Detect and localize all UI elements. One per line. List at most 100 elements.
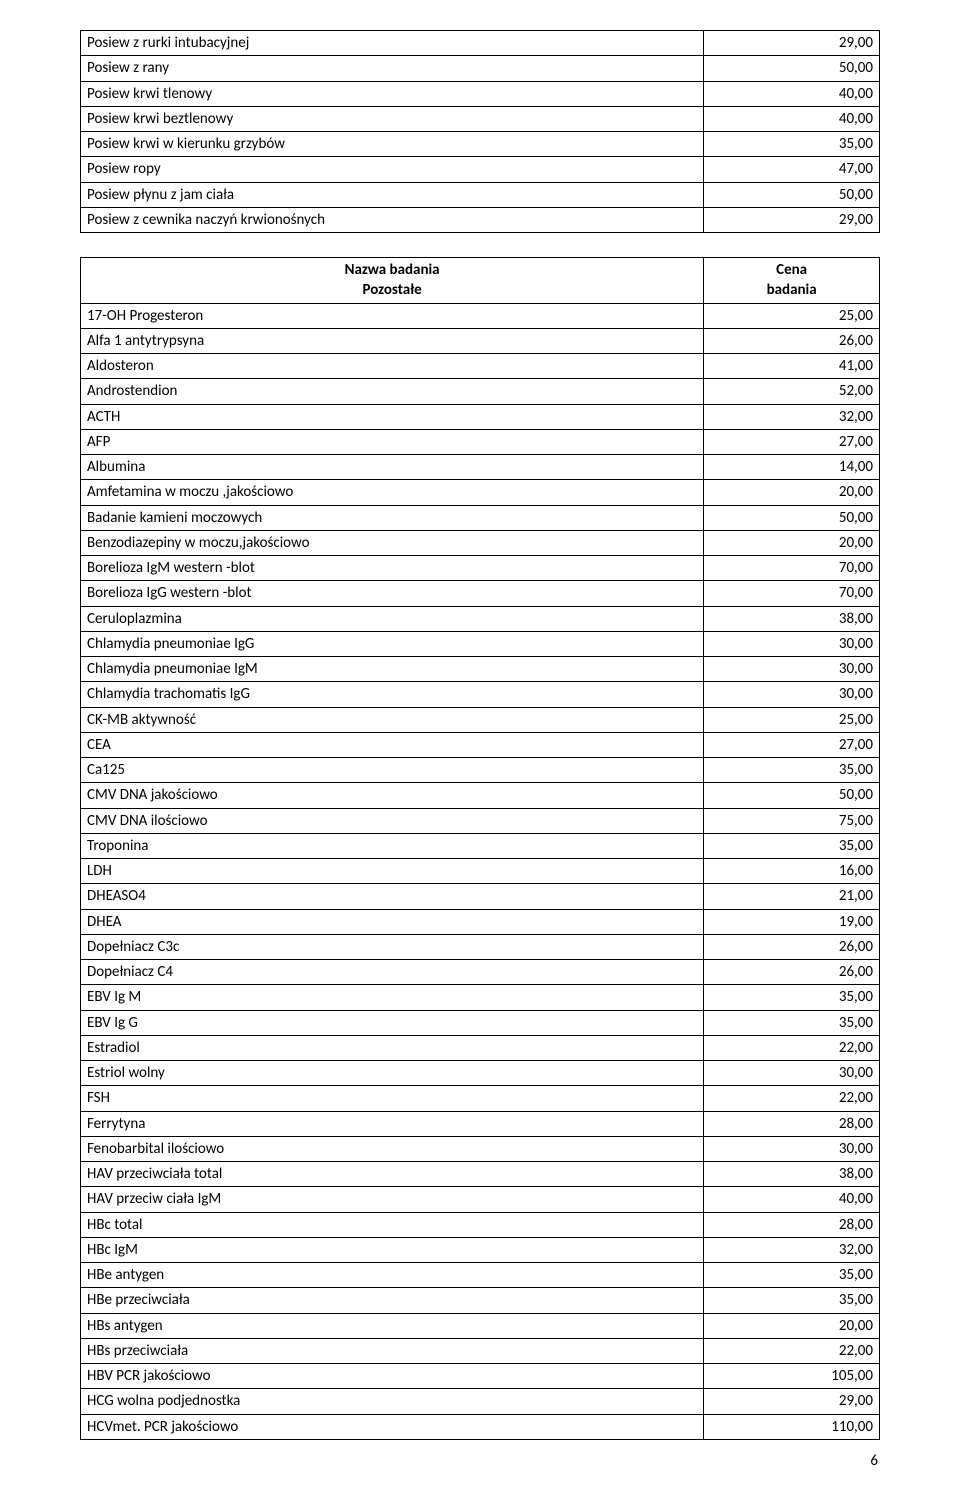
cell-value: 75,00 (704, 808, 880, 833)
cell-value: 20,00 (704, 530, 880, 555)
table-row: CK-MB aktywność25,00 (81, 707, 880, 732)
cell-name: HAV przeciwciała total (81, 1162, 704, 1187)
cell-name: Chlamydia pneumoniae IgG (81, 631, 704, 656)
table-row: HCG wolna podjednostka29,00 (81, 1389, 880, 1414)
page-number: 6 (80, 1452, 880, 1470)
table-row: AFP27,00 (81, 429, 880, 454)
cell-value: 35,00 (704, 758, 880, 783)
cell-name: HBV PCR jakościowo (81, 1364, 704, 1389)
table-row: Amfetamina w moczu ,jakościowo20,00 (81, 480, 880, 505)
table-row: Ferrytyna28,00 (81, 1111, 880, 1136)
cell-value: 105,00 (704, 1364, 880, 1389)
cell-value: 35,00 (704, 1263, 880, 1288)
cell-name: HBs antygen (81, 1313, 704, 1338)
cell-value: 20,00 (704, 480, 880, 505)
table-row: HBe antygen35,00 (81, 1263, 880, 1288)
cell-name: Ca125 (81, 758, 704, 783)
cell-value: 110,00 (704, 1414, 880, 1439)
cell-name: Amfetamina w moczu ,jakościowo (81, 480, 704, 505)
table-row: Ceruloplazmina38,00 (81, 606, 880, 631)
table-row: Dopełniacz C426,00 (81, 960, 880, 985)
cell-name: Posiew ropy (81, 157, 704, 182)
cell-value: 50,00 (704, 56, 880, 81)
table-row: CEA27,00 (81, 732, 880, 757)
cell-name: Chlamydia pneumoniae IgM (81, 657, 704, 682)
table-row: EBV Ig M35,00 (81, 985, 880, 1010)
table-row: HCVmet. PCR jakościowo110,00 (81, 1414, 880, 1439)
cell-name: DHEASO4 (81, 884, 704, 909)
table-row: DHEA19,00 (81, 909, 880, 934)
cell-value: 29,00 (704, 207, 880, 232)
cell-value: 30,00 (704, 1061, 880, 1086)
header-name-line1: Nazwa badania (345, 261, 440, 279)
table-row: ACTH32,00 (81, 404, 880, 429)
table-row: Ca12535,00 (81, 758, 880, 783)
cell-name: CK-MB aktywność (81, 707, 704, 732)
table-row: Posiew płynu z jam ciała50,00 (81, 182, 880, 207)
cell-value: 32,00 (704, 1237, 880, 1262)
cell-value: 70,00 (704, 556, 880, 581)
cell-value: 40,00 (704, 81, 880, 106)
table-row: Benzodiazepiny w moczu,jakościowo20,00 (81, 530, 880, 555)
cell-value: 20,00 (704, 1313, 880, 1338)
table-row: Posiew z rany50,00 (81, 56, 880, 81)
cell-name: CMV DNA jakościowo (81, 783, 704, 808)
table-row: CMV DNA jakościowo50,00 (81, 783, 880, 808)
cell-name: HBs przeciwciała (81, 1338, 704, 1363)
cell-name: Badanie kamieni moczowych (81, 505, 704, 530)
cell-name: HAV przeciw ciała IgM (81, 1187, 704, 1212)
table-row: FSH22,00 (81, 1086, 880, 1111)
cell-name: Posiew z rany (81, 56, 704, 81)
header-value: Cena badania (704, 258, 880, 304)
cell-name: EBV Ig G (81, 1010, 704, 1035)
cell-value: 28,00 (704, 1212, 880, 1237)
cell-value: 19,00 (704, 909, 880, 934)
cell-name: Posiew krwi tlenowy (81, 81, 704, 106)
cell-name: Posiew krwi beztlenowy (81, 106, 704, 131)
cell-value: 22,00 (704, 1338, 880, 1363)
table-row: Posiew krwi w kierunku grzybów35,00 (81, 132, 880, 157)
cell-value: 27,00 (704, 429, 880, 454)
table-row: Posiew krwi tlenowy40,00 (81, 81, 880, 106)
table-row: Borelioza IgM western -blot70,00 (81, 556, 880, 581)
table-row: HBs przeciwciała22,00 (81, 1338, 880, 1363)
table-row: Aldosteron41,00 (81, 354, 880, 379)
cell-name: Aldosteron (81, 354, 704, 379)
cell-name: Borelioza IgM western -blot (81, 556, 704, 581)
table-row: Estradiol22,00 (81, 1035, 880, 1060)
cell-value: 30,00 (704, 1136, 880, 1161)
cell-name: AFP (81, 429, 704, 454)
cell-value: 21,00 (704, 884, 880, 909)
cell-value: 50,00 (704, 505, 880, 530)
table-row: Posiew z cewnika naczyń krwionośnych29,0… (81, 207, 880, 232)
cell-name: 17-OH Progesteron (81, 303, 704, 328)
cell-name: HBc IgM (81, 1237, 704, 1262)
table-row: Alfa 1 antytrypsyna26,00 (81, 328, 880, 353)
cell-name: Ceruloplazmina (81, 606, 704, 631)
cell-name: Posiew z rurki intubacyjnej (81, 31, 704, 56)
cell-name: Androstendion (81, 379, 704, 404)
cell-value: 29,00 (704, 1389, 880, 1414)
cell-value: 50,00 (704, 182, 880, 207)
cell-value: 25,00 (704, 707, 880, 732)
table-row: HBc total28,00 (81, 1212, 880, 1237)
table-row: Badanie kamieni moczowych50,00 (81, 505, 880, 530)
table-header-row: Nazwa badania Pozostałe Cena badania (81, 258, 880, 304)
cell-value: 52,00 (704, 379, 880, 404)
cell-name: Posiew krwi w kierunku grzybów (81, 132, 704, 157)
cell-value: 47,00 (704, 157, 880, 182)
cell-value: 41,00 (704, 354, 880, 379)
table-row: LDH16,00 (81, 859, 880, 884)
cell-value: 35,00 (704, 1288, 880, 1313)
cell-value: 35,00 (704, 132, 880, 157)
cell-name: HCG wolna podjednostka (81, 1389, 704, 1414)
cell-name: HBc total (81, 1212, 704, 1237)
cell-name: EBV Ig M (81, 985, 704, 1010)
cell-name: CMV DNA ilościowo (81, 808, 704, 833)
cell-value: 25,00 (704, 303, 880, 328)
price-table-1: Posiew z rurki intubacyjnej29,00Posiew z… (80, 30, 880, 233)
table-row: Androstendion52,00 (81, 379, 880, 404)
table-row: Troponina35,00 (81, 833, 880, 858)
cell-name: HBe antygen (81, 1263, 704, 1288)
cell-name: HCVmet. PCR jakościowo (81, 1414, 704, 1439)
